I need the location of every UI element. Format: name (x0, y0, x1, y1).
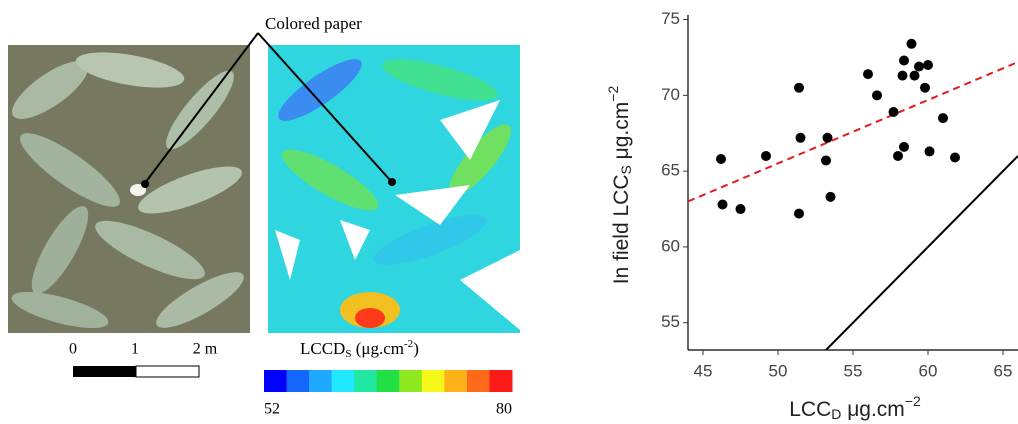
label-part: −2 (905, 393, 921, 409)
label-part: LCC (789, 398, 831, 421)
y-tick-label: 70 (661, 85, 680, 104)
label-part: μg.cm (841, 398, 904, 421)
scale-bar (135, 365, 200, 378)
point (888, 107, 899, 118)
label-part: S (618, 165, 634, 174)
label-part: D (831, 406, 841, 422)
point (897, 70, 908, 81)
label-part: S (345, 348, 351, 360)
point (923, 60, 933, 71)
point (761, 150, 771, 161)
colorbar-swatch (264, 370, 288, 392)
point (938, 113, 948, 124)
y-tick-label: 55 (661, 312, 680, 331)
colorbar-min: 52 (264, 401, 280, 418)
point (872, 90, 882, 101)
scale-label: 2 m (193, 341, 218, 358)
point (735, 204, 746, 215)
colorbar-swatch (376, 370, 400, 392)
point (920, 82, 930, 93)
identity-line (825, 155, 1018, 350)
point (794, 82, 804, 93)
colorbar-swatch (331, 370, 355, 392)
lcc-map (268, 45, 520, 333)
label-part: In field LCC (610, 175, 633, 285)
label-part: μg.cm (610, 102, 633, 165)
label-part: LCCD (300, 339, 345, 358)
scale-bar (73, 366, 136, 377)
x-tick-label: 65 (994, 361, 1013, 380)
y-tick-label: 60 (661, 236, 680, 255)
point (821, 155, 831, 166)
point (914, 61, 924, 72)
point (906, 38, 917, 49)
point (950, 152, 960, 163)
colorbar-swatch (354, 370, 378, 392)
colorbar-label: LCCDS (μg.cm-2) (300, 338, 419, 360)
x-tick-label: 45 (694, 361, 713, 380)
colorbar-max: 80 (496, 401, 512, 418)
point (924, 146, 935, 157)
x-tick-label: 50 (769, 361, 788, 380)
point (716, 154, 726, 165)
arrow (257, 32, 391, 181)
colorbar-swatch (489, 370, 513, 392)
point (893, 150, 903, 161)
label-part: -2 (404, 338, 413, 350)
annotation: Colored paper (265, 14, 362, 33)
scale-label: 1 (131, 341, 139, 358)
colorbar-swatch (309, 370, 333, 392)
x-tick-label: 60 (919, 361, 938, 380)
colorbar-swatch (444, 370, 468, 392)
y-axis-title: In field LCCS μg.cm−2 (605, 86, 634, 285)
colorbar (264, 370, 513, 392)
arrow (144, 32, 259, 184)
colorbar-swatch (421, 370, 445, 392)
fit-line (688, 61, 1018, 203)
point (909, 70, 920, 81)
colorbar-swatch (466, 370, 490, 392)
point (822, 132, 833, 143)
colorbar-swatch (286, 370, 310, 392)
arrow-head (141, 180, 149, 188)
point (794, 208, 804, 219)
point (899, 141, 909, 152)
colorbar-swatch (399, 370, 423, 392)
point (795, 132, 806, 143)
point (825, 191, 836, 202)
scale-label: 0 (69, 341, 77, 358)
y-tick-label: 65 (661, 161, 680, 180)
label-part: −2 (605, 86, 621, 102)
x-tick-label: 55 (844, 361, 863, 380)
label-part: (μg.cm (351, 339, 404, 358)
point (717, 199, 728, 210)
rgb-photo (8, 45, 250, 333)
y-tick-label: 75 (661, 9, 680, 28)
label-part: ) (413, 339, 419, 358)
point (899, 55, 909, 66)
point (863, 69, 873, 80)
x-axis-title: LCCD μg.cm−2 (789, 393, 921, 422)
